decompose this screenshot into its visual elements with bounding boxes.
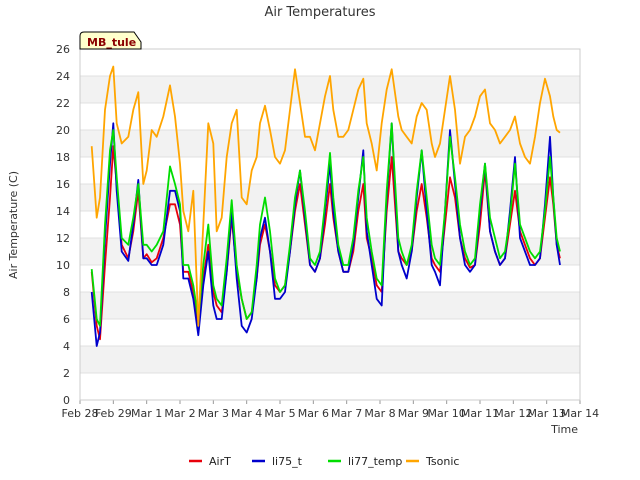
y-tick-label: 24 [56,70,70,83]
station-badge: MB_tule [79,31,142,50]
y-tick-label: 2 [63,367,70,380]
y-tick-label: 22 [56,97,70,110]
y-tick-label: 14 [56,205,70,218]
y-tick-label: 8 [63,286,70,299]
legend-label: AirT [209,455,231,468]
x-tick-label: Feb 28 [62,407,99,420]
x-tick-label: Mar 9 [398,407,429,420]
legend-label: li77_temp [348,455,402,468]
series-line-tsonic [90,65,561,327]
y-tick-label: 20 [56,124,70,137]
grid-band [80,346,580,373]
x-tick-label: Mar 8 [364,407,395,420]
x-tick-label: Mar 1 [131,407,162,420]
x-tick-label: Mar 11 [461,407,499,420]
x-axis-title: Time [550,423,578,436]
y-tick-label: 26 [56,43,70,56]
station-label: MB_tule [87,36,136,49]
x-tick-label: Mar 14 [561,407,599,420]
legend: AirT li75_t li77_temp Tsonic [189,455,459,468]
y-axis-title: Air Temperature (C) [7,171,20,279]
legend-label: li75_t [272,455,303,468]
x-tick-label: Mar 13 [528,407,566,420]
x-tick-label: Mar 12 [494,407,532,420]
grid-band [80,211,580,238]
series-line-li77-temp [90,122,561,327]
background-bands [80,49,580,401]
legend-label: Tsonic [425,455,459,468]
y-tick-label: 12 [56,232,70,245]
y-tick-label: 18 [56,151,70,164]
grid-band [80,373,580,400]
x-tick-label: Mar 6 [298,407,329,420]
y-tick-label: 16 [56,178,70,191]
y-tick-label: 0 [63,394,70,407]
y-tick-label: 10 [56,259,70,272]
series-lines [90,65,561,347]
x-tick-label: Mar 5 [264,407,295,420]
grid-band [80,319,580,346]
x-tick-label: Mar 7 [331,407,362,420]
chart-title: Air Temperatures [264,5,375,20]
y-tick-label: 4 [63,340,70,353]
x-tick-label: Mar 4 [231,407,262,420]
grid-band [80,103,580,130]
x-tick-label: Feb 29 [95,407,132,420]
y-tick-label: 6 [63,313,70,326]
x-tick-label: Mar 2 [164,407,195,420]
plot-frame [79,48,581,401]
grid-band [80,49,580,76]
grid-band [80,265,580,292]
x-tick-label: Mar 3 [198,407,229,420]
grid-band [80,292,580,319]
x-tick-label: Mar 10 [428,407,466,420]
station-badge-box [79,31,142,50]
